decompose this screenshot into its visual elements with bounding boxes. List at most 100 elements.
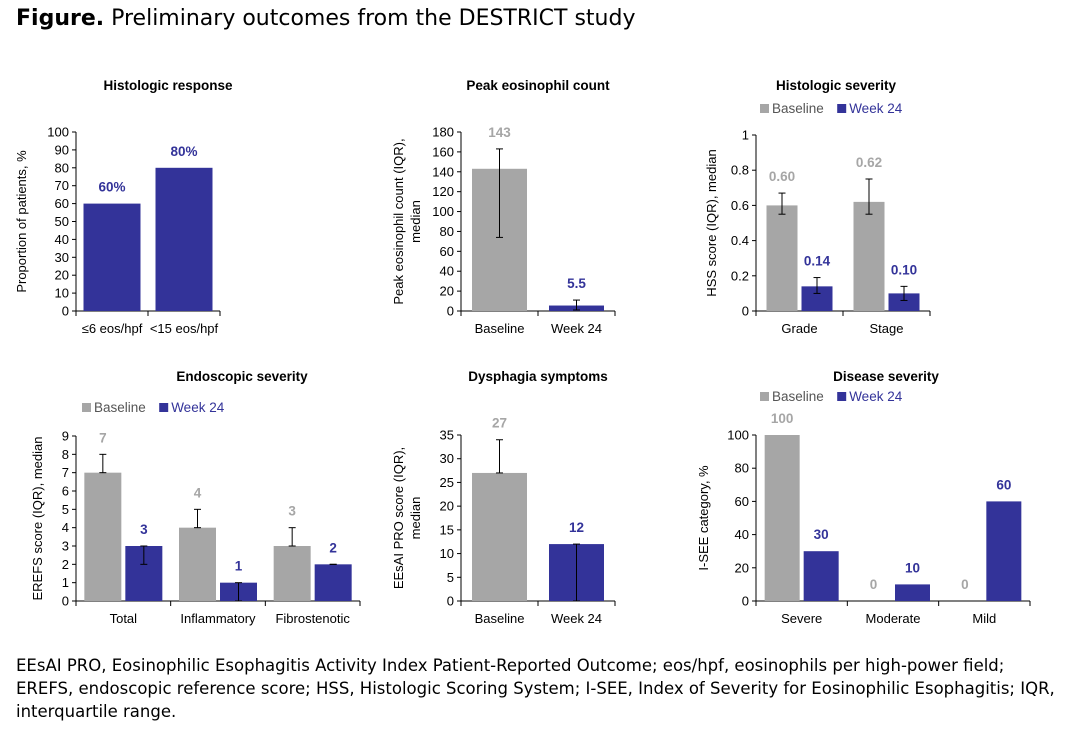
bar (888, 293, 920, 311)
y-tick-label: 120 (432, 184, 454, 199)
bar (853, 201, 885, 311)
legend-label: Week 24 (849, 389, 903, 404)
y-tick-label: 15 (440, 522, 454, 537)
y-tick-label: 40 (440, 264, 454, 279)
bar (314, 564, 352, 601)
y-tick-label: 10 (440, 546, 454, 561)
y-axis-label: EEsAI PRO score (IQR), (391, 447, 406, 589)
bar (986, 501, 1022, 601)
legend-label: Baseline (772, 389, 824, 404)
y-tick-label: 30 (440, 451, 454, 466)
data-label: 0.62 (856, 155, 882, 170)
x-tick-label: Week 24 (551, 321, 602, 336)
legend-swatch (82, 403, 91, 412)
y-tick-label: 60 (55, 196, 69, 211)
x-tick-label: <15 eos/hpf (150, 321, 219, 336)
bar (895, 584, 930, 601)
chart-title: Peak eosinophil count (466, 78, 610, 93)
x-tick-label: Baseline (475, 611, 525, 626)
charts-canvas: Histologic response Proportion of patient… (14, 78, 1031, 626)
data-label: 27 (492, 416, 507, 431)
y-tick-label: 70 (55, 178, 69, 193)
y-tick-label: 10 (55, 286, 69, 301)
x-tick-label: Fibrostenotic (275, 611, 350, 626)
x-tick-label: Mild (972, 611, 996, 626)
legend-label: Baseline (94, 400, 146, 415)
legend-swatch (760, 104, 769, 113)
bar (273, 546, 311, 601)
x-tick-label: Baseline (475, 321, 525, 336)
data-label: 1 (235, 559, 243, 574)
figure-title-text: Preliminary outcomes from the DESTRICT s… (111, 6, 636, 31)
y-tick-label: 100 (47, 125, 69, 140)
data-label: 0.60 (769, 169, 795, 184)
y-tick-label: 50 (55, 214, 69, 229)
y-tick-label: 80 (55, 160, 69, 175)
x-tick-label: Inflammatory (180, 611, 256, 626)
y-tick-label: 8 (62, 447, 69, 462)
chart-title: Dysphagia symptoms (468, 369, 608, 384)
y-axis-label: I-SEE category, % (696, 465, 711, 571)
legend-label: Baseline (772, 101, 824, 116)
y-axis-label: EREFS score (IQR), median (30, 437, 45, 601)
data-label: 3 (288, 504, 296, 519)
chart-title: Histologic response (103, 78, 233, 93)
y-tick-label: 0.8 (731, 163, 749, 178)
data-label: 0.14 (804, 254, 831, 269)
bar (155, 167, 213, 311)
data-label: 10 (905, 560, 920, 575)
x-tick-label: Stage (870, 321, 904, 336)
y-tick-label: 1 (742, 128, 749, 143)
chart-title: Histologic severity (776, 78, 897, 93)
y-tick-label: 80 (440, 224, 454, 239)
y-tick-label: 4 (62, 520, 69, 535)
bar (472, 472, 527, 601)
y-tick-label: 5 (447, 570, 454, 585)
data-label: 7 (99, 430, 107, 445)
bar (179, 527, 216, 601)
data-label: 100 (771, 411, 794, 426)
y-tick-label: 7 (62, 465, 69, 480)
y-tick-label: 0.6 (731, 198, 749, 213)
data-label: 12 (569, 520, 584, 535)
data-label: 0 (870, 577, 878, 592)
x-tick-label: Moderate (866, 611, 921, 626)
figure-footnote: EEsAI PRO, Eosinophilic Esophagitis Acti… (16, 656, 1055, 721)
y-tick-label: 0 (62, 594, 69, 609)
legend-swatch (159, 403, 169, 412)
chart-title: Endoscopic severity (176, 369, 308, 384)
y-tick-label: 35 (440, 428, 454, 443)
y-tick-label: 60 (735, 494, 749, 509)
y-tick-label: 160 (432, 144, 454, 159)
y-axis-label: median (408, 200, 423, 243)
y-tick-label: 100 (727, 428, 749, 443)
data-label: 0 (961, 577, 969, 592)
legend-swatch (837, 104, 847, 113)
y-axis-label: median (408, 497, 423, 540)
bar (766, 205, 798, 311)
x-tick-label: Grade (781, 321, 817, 336)
bar (84, 472, 122, 601)
y-tick-label: 20 (735, 560, 749, 575)
y-tick-label: 30 (55, 250, 69, 265)
bar (83, 203, 141, 311)
data-label: 60% (98, 180, 125, 195)
y-tick-label: 0 (447, 304, 454, 319)
y-axis-label: Proportion of patients, % (14, 150, 29, 293)
bar (803, 551, 839, 601)
y-tick-label: 0 (62, 304, 69, 319)
data-label: 0.10 (891, 262, 917, 277)
bar (764, 435, 800, 601)
data-label: 5.5 (567, 276, 586, 291)
chart-panel-5: Dysphagia symptoms EEsAI PRO score (IQR),… (391, 369, 616, 626)
y-tick-label: 0 (447, 594, 454, 609)
y-tick-label: 0 (742, 304, 749, 319)
x-tick-label: Total (110, 611, 138, 626)
y-tick-label: 60 (440, 244, 454, 259)
y-tick-label: 0.4 (731, 233, 749, 248)
data-label: 60 (996, 477, 1011, 492)
y-tick-label: 20 (440, 499, 454, 514)
chart-panel-4: Endoscopic severity EREFS score (IQR), me… (30, 369, 361, 626)
y-tick-label: 140 (432, 164, 454, 179)
y-tick-label: 5 (62, 502, 69, 517)
